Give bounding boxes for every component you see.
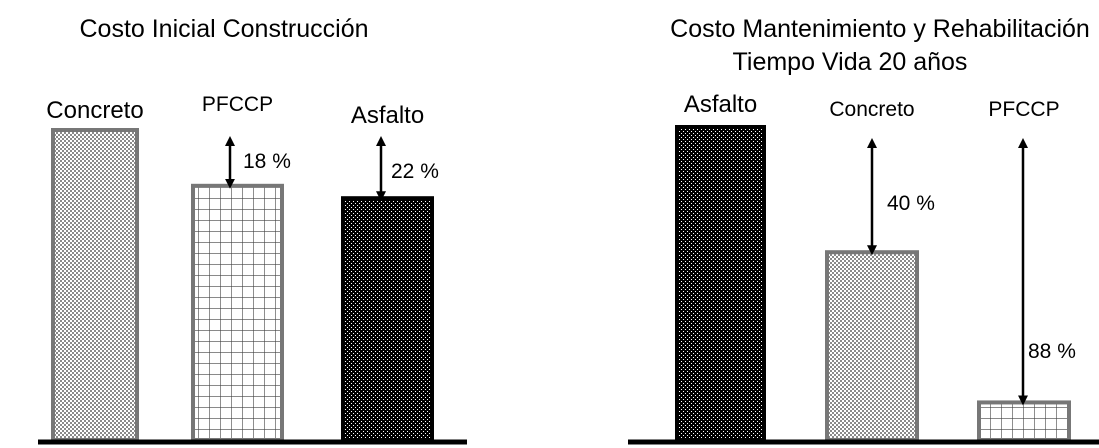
category-label: Asfalto bbox=[351, 102, 424, 129]
difference-label: 88 % bbox=[1028, 340, 1076, 363]
bar-pfccp bbox=[977, 400, 1071, 443]
initial-cost-chart: Costo Inicial Construcción Concreto PFCCP… bbox=[38, 15, 467, 445]
bar-concreto bbox=[825, 250, 919, 442]
bar-asfalto bbox=[341, 196, 434, 442]
maintenance-cost-chart: Costo Mantenimiento y Rehabilitación Tie… bbox=[628, 15, 1099, 445]
chart-title: Costo Mantenimiento y Rehabilitación bbox=[670, 15, 1090, 43]
chart-title: Costo Inicial Construcción bbox=[79, 15, 368, 43]
difference-label: 40 % bbox=[887, 192, 935, 215]
bar-concreto bbox=[51, 128, 139, 442]
category-label: Concreto bbox=[46, 97, 143, 124]
difference-label: 22 % bbox=[391, 160, 439, 183]
bar-pfccp bbox=[191, 183, 284, 442]
category-label: Asfalto bbox=[684, 91, 757, 118]
category-label: PFCCP bbox=[202, 93, 273, 116]
category-label: Concreto bbox=[829, 98, 914, 121]
chart-subtitle: Tiempo Vida 20 años bbox=[733, 48, 968, 76]
difference-label: 18 % bbox=[243, 150, 291, 173]
bar-asfalto bbox=[675, 125, 766, 442]
category-label: PFCCP bbox=[988, 98, 1059, 121]
